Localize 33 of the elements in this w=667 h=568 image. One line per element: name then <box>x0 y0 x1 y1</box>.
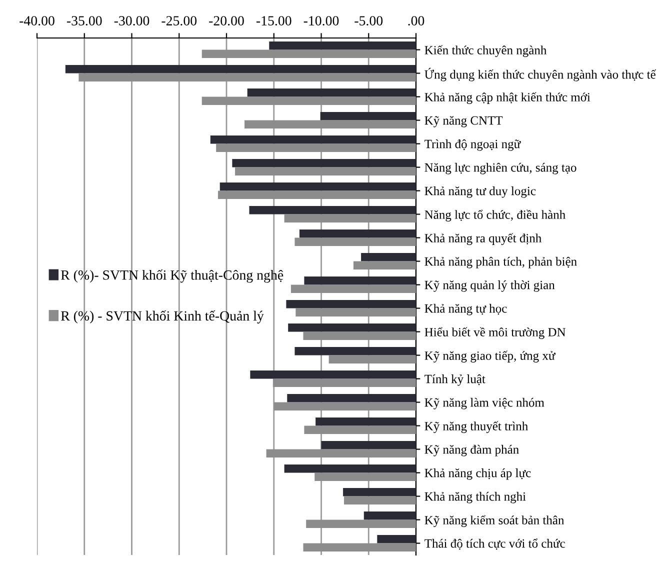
legend-label: R (%) - SVTN khối Kinh tế-Quản lý <box>61 310 264 324</box>
y-tick-label: Kỹ năng giao tiếp, ứng xử <box>424 350 556 362</box>
y-tick-label: Khả năng chịu áp lực <box>424 468 531 480</box>
y-tick-label: Ứng dụng kiến thức chuyên ngành vào thực tế <box>424 68 656 82</box>
y-tick-label: Khả năng tư duy logic <box>424 186 536 198</box>
x-tick-label: -10.00 <box>304 16 339 26</box>
y-tick-label: Kỹ năng đàm phán <box>424 444 519 456</box>
x-tick-label: .00 <box>408 16 424 26</box>
y-tick-label: Kỹ năng CNTT <box>424 116 503 128</box>
y-tick-label: Khả năng ra quyết định <box>424 233 542 245</box>
y-tick-label: Khả năng thích nghi <box>424 492 526 504</box>
y-tick-label: Kỹ năng thuyết trình <box>424 421 528 433</box>
y-tick-label: Trình độ ngoại ngữ <box>424 139 521 151</box>
x-tick-label: -20.00 <box>209 16 244 26</box>
y-tick-label: Khả năng phân tích, phản biện <box>424 256 577 268</box>
x-tick-label: -35.00 <box>66 16 102 26</box>
y-tick-label: Kiến thức chuyên ngành <box>424 45 547 57</box>
y-tick-label: Kỹ năng làm việc nhóm <box>424 398 544 410</box>
y-tick-label: Năng lực tổ chức, điều hành <box>424 210 566 222</box>
y-tick-label: Kỹ năng quản lý thời gian <box>424 280 555 292</box>
y-tick-label: Thái độ tích cực với tổ chức <box>424 538 565 550</box>
x-tick-label: -25.00 <box>162 16 197 26</box>
x-tick-label: -30.00 <box>114 16 150 26</box>
x-tick-label: -40.00 <box>20 16 54 26</box>
y-tick-label: Kỹ năng kiểm soát bản thân <box>424 515 564 527</box>
y-tick-label: Năng lực nghiên cứu, sáng tạo <box>424 162 576 174</box>
y-tick-label: Khả năng cập nhật kiến thức mới <box>424 92 590 104</box>
legend-label: R (%)- SVTN khối Kỹ thuật-Công nghệ <box>61 270 284 283</box>
x-tick-label: -5.00 <box>354 16 383 26</box>
y-tick-label: Tính kỷ luật <box>424 374 486 386</box>
y-tick-label: Khả năng tự học <box>424 304 507 316</box>
y-tick-label: Hiểu biết về môi trường DN <box>424 327 566 339</box>
x-tick-label: -15.00 <box>256 16 292 26</box>
